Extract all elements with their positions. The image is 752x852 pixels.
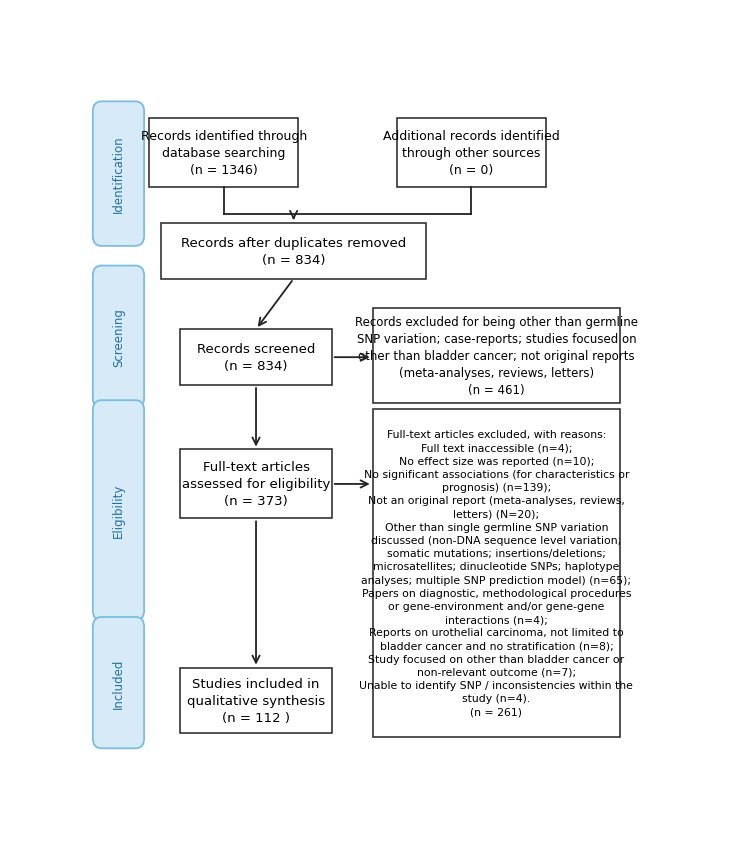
- Text: Included: Included: [112, 658, 125, 708]
- Text: Records after duplicates removed
(n = 834): Records after duplicates removed (n = 83…: [181, 237, 406, 267]
- FancyBboxPatch shape: [150, 118, 298, 187]
- FancyBboxPatch shape: [180, 450, 332, 519]
- FancyBboxPatch shape: [92, 102, 144, 246]
- FancyBboxPatch shape: [180, 668, 332, 734]
- FancyBboxPatch shape: [161, 223, 426, 279]
- Text: Full-text articles excluded, with reasons:
Full text inaccessible (n=4);
No effe: Full-text articles excluded, with reason…: [359, 430, 633, 717]
- Text: Additional records identified
through other sources
(n = 0): Additional records identified through ot…: [383, 130, 559, 176]
- Text: Records excluded for being other than germline
SNP variation; case-reports; stud: Records excluded for being other than ge…: [355, 316, 638, 397]
- Text: Identification: Identification: [112, 135, 125, 213]
- Text: Studies included in
qualitative synthesis
(n = 112 ): Studies included in qualitative synthesi…: [187, 677, 325, 724]
- FancyBboxPatch shape: [372, 409, 620, 737]
- Text: Screening: Screening: [112, 308, 125, 367]
- Text: Records screened
(n = 834): Records screened (n = 834): [197, 343, 315, 372]
- FancyBboxPatch shape: [92, 400, 144, 620]
- FancyBboxPatch shape: [180, 330, 332, 386]
- Text: Full-text articles
assessed for eligibility
(n = 373): Full-text articles assessed for eligibil…: [182, 461, 330, 508]
- FancyBboxPatch shape: [372, 309, 620, 404]
- FancyBboxPatch shape: [92, 617, 144, 748]
- Text: Eligibility: Eligibility: [112, 483, 125, 538]
- Text: Records identified through
database searching
(n = 1346): Records identified through database sear…: [141, 130, 307, 176]
- FancyBboxPatch shape: [92, 266, 144, 409]
- FancyBboxPatch shape: [397, 118, 546, 187]
